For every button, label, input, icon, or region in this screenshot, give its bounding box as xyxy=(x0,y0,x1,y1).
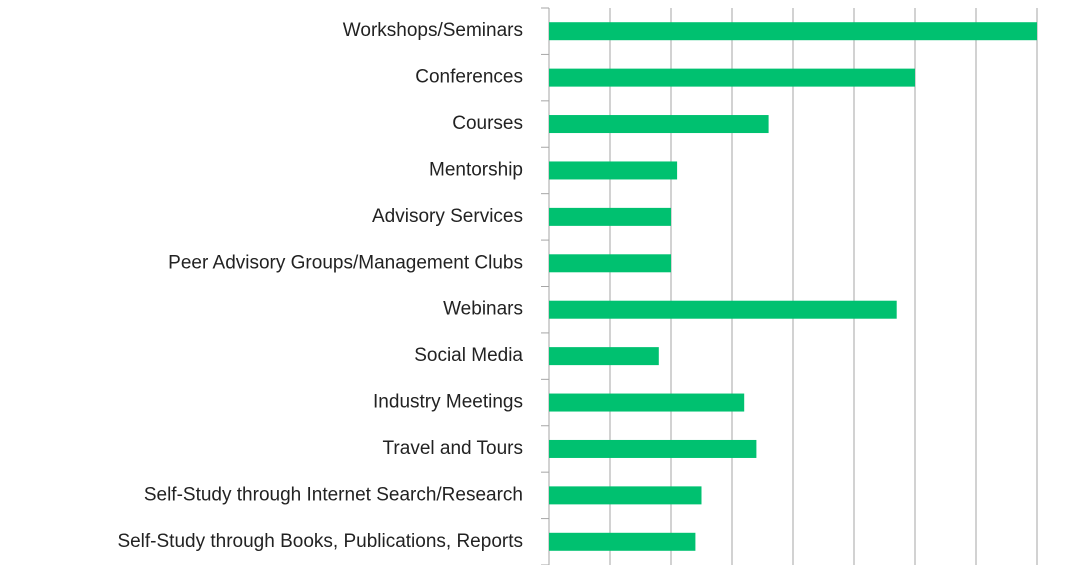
bar xyxy=(549,68,915,87)
bar xyxy=(549,347,659,366)
bar xyxy=(549,115,769,134)
bar xyxy=(549,22,1037,41)
y-tick-label: Mentorship xyxy=(429,159,523,180)
bar xyxy=(549,161,678,180)
y-tick-label: Advisory Services xyxy=(372,206,523,227)
bar xyxy=(549,254,671,273)
y-tick-label: Conferences xyxy=(415,67,523,88)
y-tick-label: Workshops/Seminars xyxy=(343,20,523,41)
bar xyxy=(549,300,897,319)
bar xyxy=(549,207,671,226)
y-tick-label: Self-Study through Internet Search/Resea… xyxy=(144,484,523,505)
y-tick-label: Travel and Tours xyxy=(383,438,523,459)
y-tick-label: Self-Study through Books, Publications, … xyxy=(117,531,523,552)
y-tick-label: Social Media xyxy=(414,345,523,366)
y-tick-label: Webinars xyxy=(443,299,523,320)
y-tick-label: Industry Meetings xyxy=(373,392,523,413)
y-tick-label: Peer Advisory Groups/Management Clubs xyxy=(168,252,523,273)
bar xyxy=(549,393,745,412)
bar xyxy=(549,439,757,458)
y-tick-label: Courses xyxy=(452,113,523,134)
bar xyxy=(549,486,702,505)
bar xyxy=(549,532,696,551)
